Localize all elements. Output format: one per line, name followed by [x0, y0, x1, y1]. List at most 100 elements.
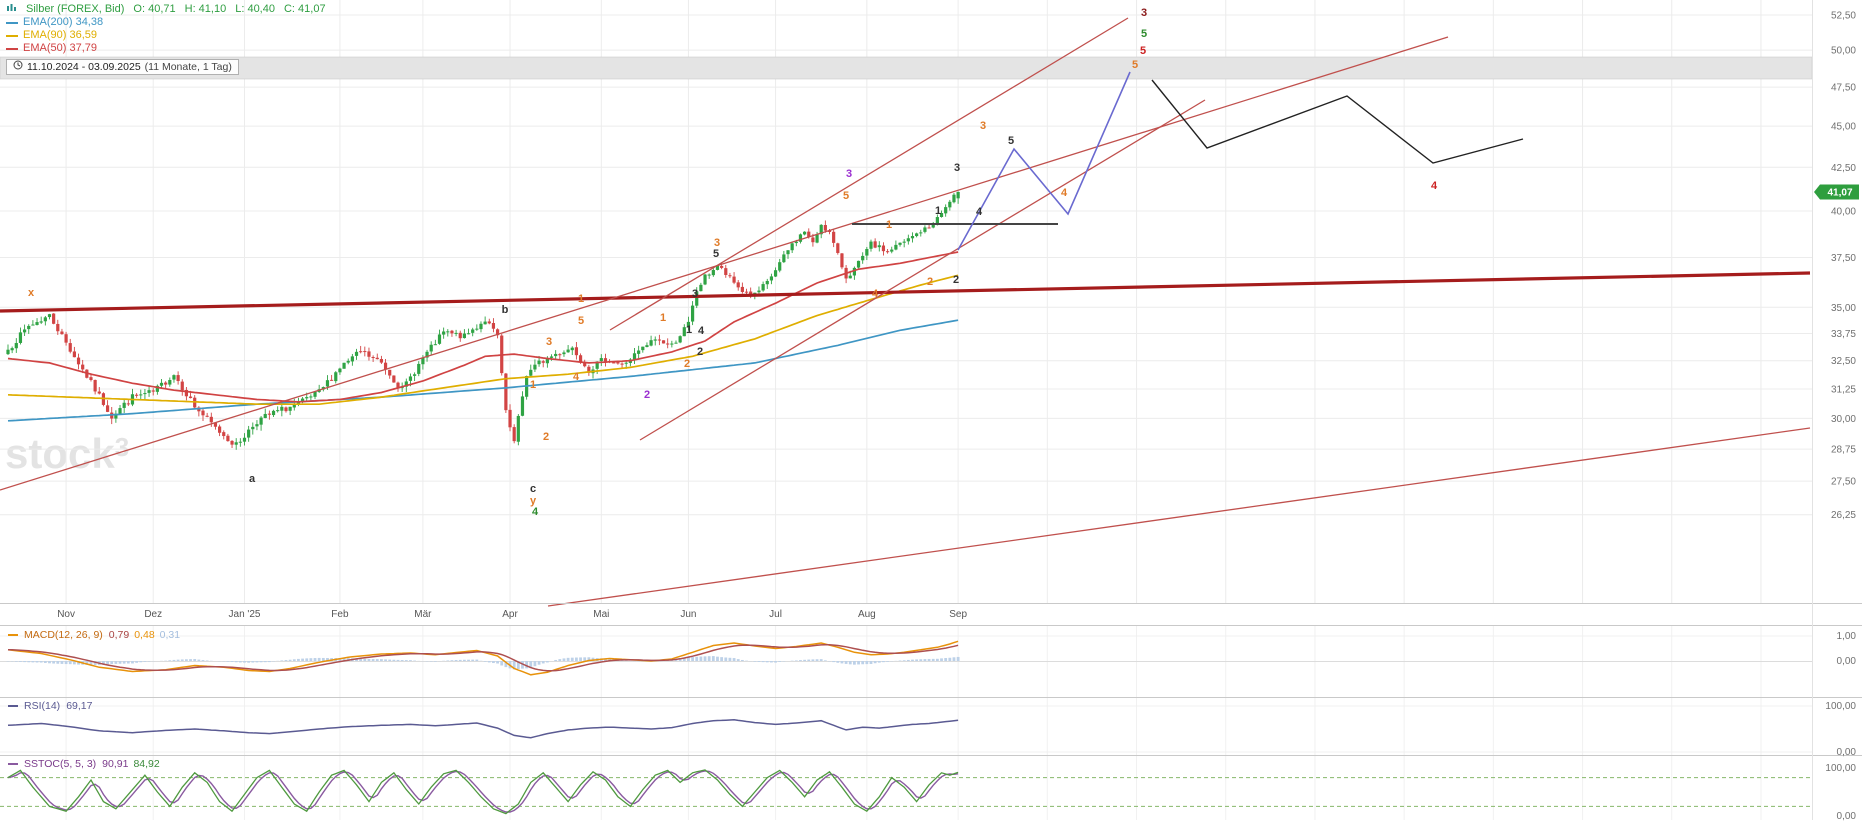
month-label: Jun [680, 609, 696, 620]
wave-label[interactable]: 2 [644, 389, 650, 401]
wave-label[interactable]: 3 [980, 120, 986, 132]
date-range-chip[interactable]: 11.10.2024 - 03.09.2025 (11 Monate, 1 Ta… [6, 59, 239, 75]
macd-pane[interactable]: 1,00 0,00 [0, 631, 1857, 676]
month-label: Jul [769, 609, 782, 620]
wave-label[interactable]: 5 [578, 315, 584, 327]
wave-label[interactable]: 4 [872, 288, 879, 300]
sstoc-pane[interactable]: 100,00 0,00 [0, 763, 1856, 821]
major-horizontal-support[interactable] [0, 271, 1811, 313]
month-label: Mai [593, 609, 609, 620]
macd-values: 0,79 0,48 0,31 [109, 629, 185, 641]
clock-icon [13, 60, 23, 74]
wave-label[interactable]: 1 [660, 312, 666, 324]
wave-label[interactable]: 2 [927, 276, 933, 288]
rsi-axis-label: 0,00 [1837, 747, 1857, 758]
wave-label[interactable]: y [530, 495, 537, 507]
price-axis[interactable]: 52,50 50,00 47,50 45,00 42,50 40,00 37,50 35,00… [1814, 10, 1859, 521]
wave-label[interactable]: 3 [954, 162, 960, 174]
instrument-title[interactable]: Silber (FOREX, Bid) [26, 3, 125, 15]
ema50-line[interactable] [7, 251, 959, 403]
wave-label[interactable]: 1 [886, 219, 892, 231]
indicator-value: 90,91 [102, 758, 129, 770]
ema-line-icon [6, 47, 18, 50]
price-axis-label: 40,00 [1831, 207, 1856, 218]
rsi-axis-label: 100,00 [1825, 701, 1856, 712]
wave-label[interactable]: 5 [1140, 45, 1146, 57]
wave-label[interactable]: 1 [530, 379, 536, 391]
legend-ema-row[interactable]: EMA(90) 36,59 [6, 29, 330, 42]
channel-upper[interactable] [609, 17, 1129, 331]
date-range-text: 11.10.2024 - 03.09.2025 [27, 60, 141, 73]
legend-ema-row[interactable]: EMA(50) 37,79 [6, 42, 330, 55]
legend-ema-row[interactable]: EMA(200) 34,38 [6, 16, 330, 29]
wave-label[interactable]: c [530, 483, 536, 495]
time-axis[interactable]: Nov Dez Jan '25 Feb Mär Apr Mai Jun Jul Aug Sep [57, 609, 967, 620]
macd-signal-line[interactable] [8, 643, 959, 672]
wave-label[interactable]: 4 [698, 325, 705, 337]
rsi-line[interactable] [7, 719, 959, 739]
long-term-trendline[interactable] [0, 36, 1449, 491]
price-axis-label: 28,75 [1831, 445, 1856, 456]
sstoc-axis-label: 100,00 [1825, 763, 1856, 774]
price-axis-label: 31,25 [1831, 385, 1856, 396]
ema-label-value: EMA(200) 34,38 [23, 16, 104, 28]
price-axis-label: 45,00 [1831, 122, 1856, 133]
macd-legend[interactable]: MACD(12, 26, 9) 0,79 0,48 0,31 [8, 629, 185, 641]
sstoc-d-line[interactable] [7, 770, 959, 813]
sstoc-legend[interactable]: SSTOC(5, 5, 3) 90,91 84,92 [8, 758, 165, 770]
wave-label[interactable]: 2 [543, 431, 549, 443]
wave-label[interactable]: 5 [713, 248, 719, 260]
stock3-watermark: stock3 [5, 430, 130, 477]
price-axis-label: 27,50 [1831, 477, 1856, 488]
price-axis-label: 52,50 [1831, 10, 1856, 21]
macd-axis-label: 1,00 [1837, 631, 1857, 642]
wave-label[interactable]: 2 [953, 274, 959, 286]
wave-label[interactable]: 3 [714, 237, 720, 249]
wave-label[interactable]: 5 [1141, 28, 1147, 40]
instrument-row[interactable]: Silber (FOREX, Bid) O: 40,71 H: 41,10 L:… [6, 3, 330, 16]
ohlc-low: L: 40,40 [235, 3, 275, 15]
wave-label[interactable]: 3 [1141, 7, 1147, 19]
wave-label[interactable]: x [28, 287, 35, 299]
wave-label[interactable]: 2 [684, 358, 690, 370]
wave-label[interactable]: 1 [578, 293, 584, 305]
wave-label[interactable]: 4 [1431, 180, 1438, 192]
candlestick-series[interactable] [6, 191, 960, 450]
wave-label[interactable]: 3 [546, 336, 552, 348]
month-label: Aug [858, 609, 876, 620]
wave-label[interactable]: 4 [573, 371, 580, 383]
ema90-line[interactable] [7, 274, 959, 406]
projection-primary[interactable] [957, 71, 1131, 251]
sstoc-k-line[interactable] [7, 769, 959, 815]
ohlc-high: H: 41,10 [184, 3, 227, 15]
wave-label[interactable]: 4 [976, 206, 983, 218]
wave-label[interactable]: 1 [686, 324, 692, 336]
indicator-value: 0,79 [108, 629, 130, 641]
rsi-legend[interactable]: RSI(14) 69,17 [8, 700, 97, 712]
month-label: Mär [414, 609, 432, 620]
ohlc-close: C: 41,07 [283, 3, 326, 15]
wave-label[interactable]: 3 [846, 168, 852, 180]
wave-label[interactable]: 5 [1008, 135, 1014, 147]
grid [0, 0, 1812, 820]
wave-label[interactable]: 5 [843, 190, 849, 202]
wave-label[interactable]: 3 [692, 288, 698, 300]
rsi-line-icon [8, 705, 18, 707]
wave-label[interactable]: 4 [532, 506, 539, 518]
wave-label[interactable]: 1 [935, 205, 941, 217]
ema200-line[interactable] [7, 319, 959, 422]
wave-label[interactable]: 2 [697, 346, 703, 358]
ema-line-icon [6, 21, 18, 24]
projection-alternative[interactable] [1151, 79, 1524, 164]
wave-label[interactable]: 5 [1132, 59, 1138, 71]
drawing-layer [0, 17, 1811, 607]
price-axis-label: 37,50 [1831, 253, 1856, 264]
rsi-label: RSI(14) [24, 700, 61, 712]
wave-label[interactable]: 4 [1061, 187, 1068, 199]
support-trendline[interactable] [547, 427, 1811, 607]
wave-label[interactable]: b [502, 304, 509, 316]
rsi-pane[interactable]: 100,00 0,00 [0, 701, 1856, 758]
channel-lower[interactable] [639, 99, 1206, 441]
wave-label[interactable]: a [249, 473, 256, 485]
